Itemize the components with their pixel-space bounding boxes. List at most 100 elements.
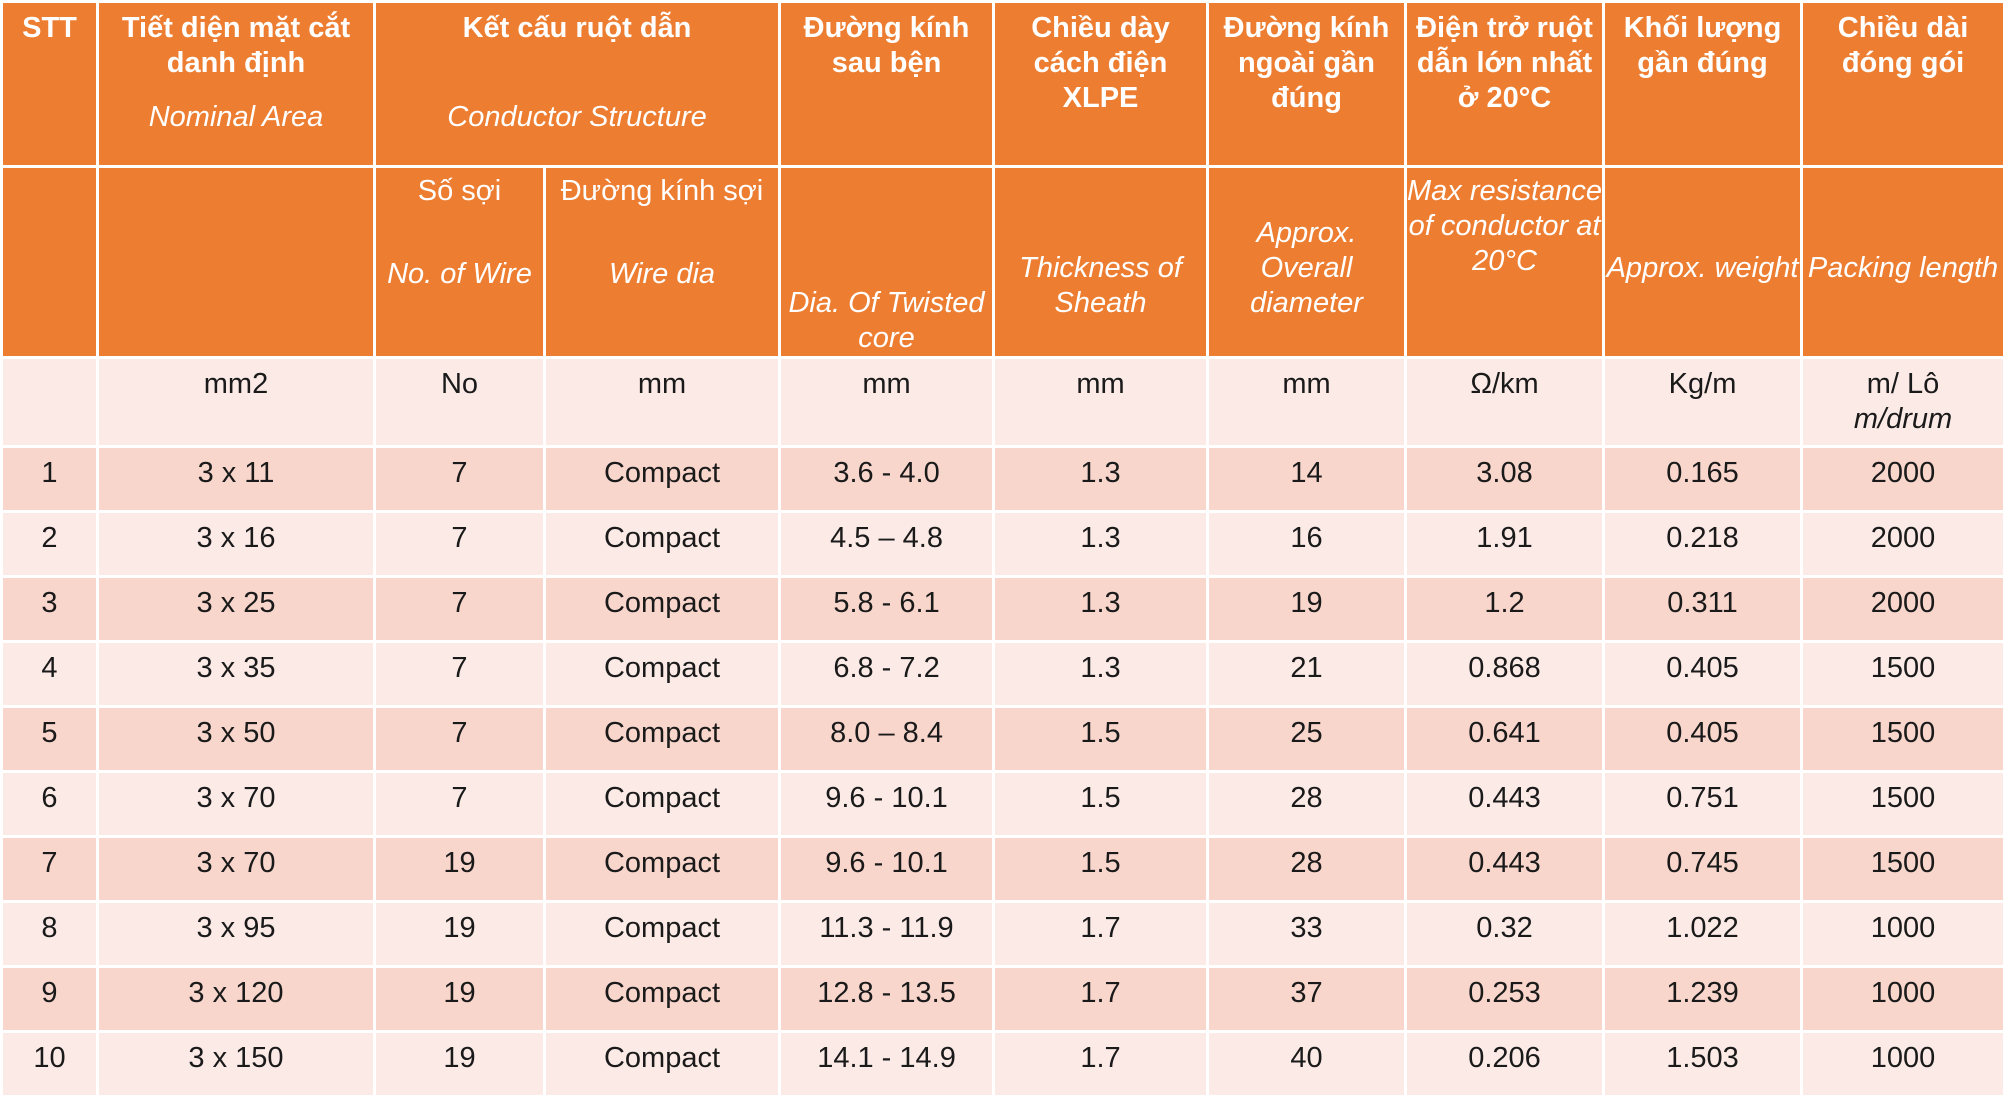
cell-value: 3 x 25: [99, 578, 373, 621]
cell-thickness: 1.5: [994, 837, 1208, 902]
cell-overall-dia: 28: [1208, 837, 1406, 902]
cell-value: 7: [376, 513, 543, 556]
cell-value: 6: [3, 773, 96, 816]
cell-twisted-core: 9.6 - 10.1: [780, 772, 994, 837]
cell-value: 4: [3, 643, 96, 686]
header-row-english: Số sợi No. of Wire Đường kính sợi Wire d…: [2, 167, 2003, 358]
cell-twisted-core: 9.6 - 10.1: [780, 837, 994, 902]
cell-packing: 1000: [1802, 967, 2003, 1032]
cell-twisted-core: 5.8 - 6.1: [780, 577, 994, 642]
cell-value: 3 x 150: [99, 1033, 373, 1076]
cell-weight: 0.165: [1604, 447, 1802, 512]
cell-stt: 2: [2, 512, 98, 577]
unit-area: mm2: [98, 358, 375, 447]
cell-value: 0.32: [1407, 903, 1602, 946]
cell-packing: 2000: [1802, 577, 2003, 642]
cell-area: 3 x 70: [98, 772, 375, 837]
cell-packing: 1500: [1802, 772, 2003, 837]
header-packing-length: Chiều dài đóng gói: [1802, 2, 2003, 167]
header-nominal-area: Tiết diện mặt cắt danh định Nominal Area: [98, 2, 375, 167]
cell-wire-dia: Compact: [545, 642, 780, 707]
cell-thickness: 1.5: [994, 772, 1208, 837]
cell-value: 2000: [1803, 578, 2003, 621]
cell-value: 1.7: [995, 903, 1206, 946]
cell-area: 3 x 35: [98, 642, 375, 707]
cell-value: 2: [3, 513, 96, 556]
cell-value: 1.3: [995, 513, 1206, 556]
cell-value: 19: [376, 968, 543, 1011]
cell-value: 19: [1209, 578, 1404, 621]
cell-stt: 3: [2, 577, 98, 642]
cell-value: Compact: [546, 448, 778, 491]
cell-value: 10: [3, 1033, 96, 1076]
cell-twisted-core: 8.0 – 8.4: [780, 707, 994, 772]
cell-value: 9.6 - 10.1: [781, 773, 992, 816]
cell-value: 0.253: [1407, 968, 1602, 1011]
header2-area-blank: [98, 167, 375, 358]
cell-value: Compact: [546, 513, 778, 556]
unit-stt: [2, 358, 98, 447]
cell-value: 12.8 - 13.5: [781, 968, 992, 1011]
cell-value: 11.3 - 11.9: [781, 903, 992, 946]
cell-twisted-core: 11.3 - 11.9: [780, 902, 994, 967]
cell-value: 14.1 - 14.9: [781, 1033, 992, 1076]
unit-thickness: mm: [994, 358, 1208, 447]
cell-resistance: 1.91: [1406, 512, 1604, 577]
cell-no-of-wire: 19: [375, 967, 545, 1032]
cell-wire-dia: Compact: [545, 707, 780, 772]
cell-value: 1500: [1803, 838, 2003, 881]
cell-value: 3: [3, 578, 96, 621]
cell-resistance: 0.206: [1406, 1032, 1604, 1097]
cell-value: 0.745: [1605, 838, 1800, 881]
cell-wire-dia: Compact: [545, 577, 780, 642]
cell-wire-dia: Compact: [545, 772, 780, 837]
cell-overall-dia: 40: [1208, 1032, 1406, 1097]
cell-stt: 1: [2, 447, 98, 512]
cell-value: 3.08: [1407, 448, 1602, 491]
cell-value: Compact: [546, 578, 778, 621]
cell-value: 1000: [1803, 903, 2003, 946]
cell-value: Compact: [546, 773, 778, 816]
cell-value: 3 x 95: [99, 903, 373, 946]
cell-value: 0.218: [1605, 513, 1800, 556]
cell-value: 3 x 35: [99, 643, 373, 686]
cell-packing: 1000: [1802, 1032, 2003, 1097]
cell-value: 1.5: [995, 838, 1206, 881]
cell-overall-dia: 33: [1208, 902, 1406, 967]
cell-thickness: 1.3: [994, 447, 1208, 512]
cell-value: 0.311: [1605, 578, 1800, 621]
header-row-vietnamese: STT Tiết diện mặt cắt danh định Nominal …: [2, 2, 2003, 167]
cell-value: 19: [376, 903, 543, 946]
header-xlpe-thickness: Chiều dày cách điện XLPE: [994, 2, 1208, 167]
cell-twisted-core: 3.6 - 4.0: [780, 447, 994, 512]
cell-area: 3 x 70: [98, 837, 375, 902]
cell-area: 3 x 95: [98, 902, 375, 967]
cell-value: 0.165: [1605, 448, 1800, 491]
cell-value: 7: [376, 448, 543, 491]
cell-wire-dia: Compact: [545, 1032, 780, 1097]
cell-value: 3 x 120: [99, 968, 373, 1011]
cell-value: 1500: [1803, 708, 2003, 751]
cell-value: 33: [1209, 903, 1404, 946]
cell-value: 1.91: [1407, 513, 1602, 556]
cell-value: 16: [1209, 513, 1404, 556]
unit-weight: Kg/m: [1604, 358, 1802, 447]
cell-stt: 7: [2, 837, 98, 902]
cell-value: 0.405: [1605, 708, 1800, 751]
cell-packing: 1500: [1802, 642, 2003, 707]
cell-value: 3 x 11: [99, 448, 373, 491]
cell-overall-dia: 16: [1208, 512, 1406, 577]
cell-weight: 0.751: [1604, 772, 1802, 837]
cell-value: 2000: [1803, 448, 2003, 491]
cell-value: 19: [376, 838, 543, 881]
cell-packing: 2000: [1802, 447, 2003, 512]
cell-overall-dia: 21: [1208, 642, 1406, 707]
cell-thickness: 1.3: [994, 577, 1208, 642]
